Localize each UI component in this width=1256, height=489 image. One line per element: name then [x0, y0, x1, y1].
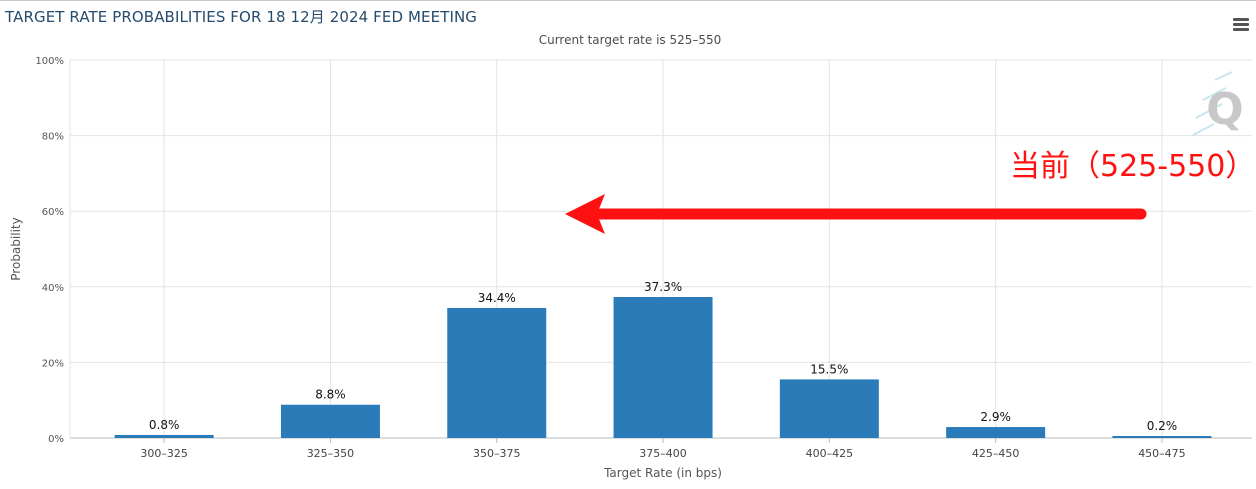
bar: [613, 297, 713, 438]
bar: [447, 307, 547, 438]
x-tick-label: 400–425: [806, 447, 854, 460]
data-label: 0.2%: [1147, 419, 1178, 433]
y-tick-label: 100%: [35, 56, 64, 67]
data-label: 2.9%: [980, 410, 1011, 424]
data-label: 37.3%: [644, 280, 682, 294]
x-tick-label: 450–475: [1138, 447, 1186, 460]
y-tick-label: 20%: [42, 358, 64, 369]
hamburger-menu-icon[interactable]: [1233, 18, 1249, 32]
x-tick-label: 375–400: [639, 447, 687, 460]
data-label: 34.4%: [478, 291, 516, 305]
y-tick-label: 40%: [42, 283, 64, 294]
data-label: 15.5%: [810, 362, 848, 376]
y-tick-label: 0%: [48, 434, 64, 445]
y-axis-ticks: 0% 20% 40% 60% 80% 100%: [35, 56, 64, 445]
data-label: 8.8%: [315, 388, 346, 402]
bars: [114, 297, 1212, 438]
chart-subtitle: Current target rate is 525–550: [538, 33, 722, 47]
y-tick-label: 80%: [42, 132, 64, 143]
svg-text:Q: Q: [1206, 84, 1243, 135]
x-axis-ticks: 300–325 325–350 350–375 375–400 400–425 425–4…: [140, 438, 1186, 460]
x-tick-label: 425–450: [972, 447, 1020, 460]
data-label: 0.8%: [149, 418, 180, 432]
q-logo-icon: Q: [1192, 71, 1244, 136]
x-tick-label: 325–350: [307, 447, 355, 460]
bar: [779, 379, 879, 438]
y-tick-label: 60%: [42, 207, 64, 218]
bar: [280, 404, 380, 438]
x-axis-label: Target Rate (in bps): [603, 466, 722, 480]
annotation-text: 当前（525-550）: [1010, 149, 1255, 184]
chart-title: TARGET RATE PROBABILITIES FOR 18 12月 202…: [5, 8, 478, 26]
y-axis-label: Probability: [9, 217, 23, 280]
red-arrow-pointing-left: [565, 194, 1147, 234]
x-tick-label: 300–325: [140, 447, 188, 460]
bar: [1112, 436, 1212, 438]
bar: [114, 434, 214, 438]
x-tick-label: 350–375: [473, 447, 521, 460]
bar: [946, 427, 1046, 438]
top-border: [0, 0, 1256, 1]
data-labels: 0.8% 8.8% 34.4% 37.3% 15.5% 2.9% 0.2%: [149, 280, 1177, 433]
